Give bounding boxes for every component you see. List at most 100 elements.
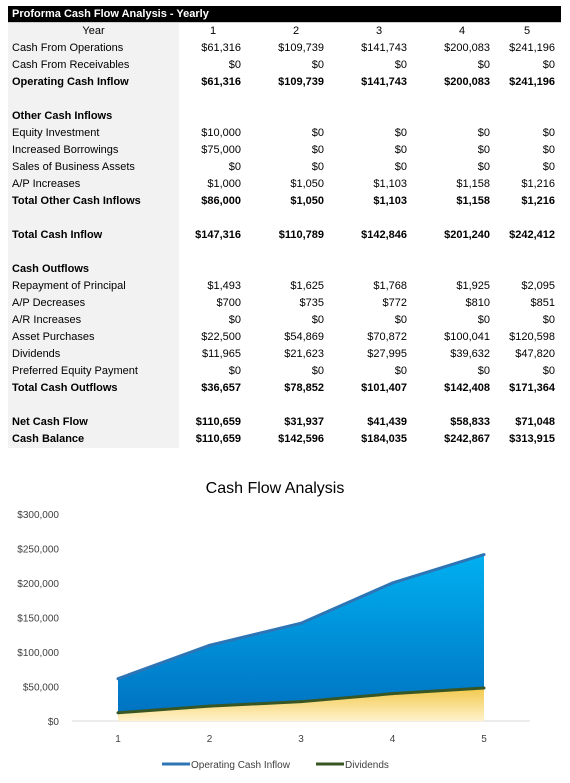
row-value-year-4: $39,632 bbox=[450, 348, 490, 360]
row-value-year-1: $0 bbox=[228, 59, 241, 71]
row-value-year-1: $700 bbox=[216, 297, 241, 309]
row-value-year-2: $109,739 bbox=[278, 42, 324, 54]
year-col-3: 3 bbox=[375, 25, 383, 37]
table-row bbox=[8, 210, 561, 227]
row-label: Other Cash Inflows bbox=[8, 108, 179, 125]
legend-label: Operating Cash Inflow bbox=[191, 760, 291, 771]
row-value-year-4: $0 bbox=[477, 314, 490, 326]
row-value-year-4: $1,158 bbox=[456, 178, 490, 190]
row-value-year-3: $27,995 bbox=[367, 348, 407, 360]
row-value-year-1: $61,316 bbox=[201, 42, 241, 54]
row-value-year-1: $22,500 bbox=[201, 331, 241, 343]
row-value-year-1: $0 bbox=[228, 161, 241, 173]
row-value-year-2: $109,739 bbox=[278, 76, 324, 88]
row-value-year-2: $1,050 bbox=[290, 195, 324, 207]
data-point bbox=[391, 581, 394, 585]
row-value-year-3: $0 bbox=[394, 144, 407, 156]
row-value-year-2: $0 bbox=[311, 365, 324, 377]
row-label: Repayment of Principal bbox=[8, 278, 179, 295]
table-row: Other Cash Inflows bbox=[8, 108, 561, 125]
row-value-year-2: $54,869 bbox=[284, 331, 324, 343]
cash-flow-chart: Cash Flow Analysis $0 $50,000 $100,000 $150… bbox=[17, 480, 530, 771]
row-value-year-1: $110,659 bbox=[195, 416, 241, 428]
row-label: Operating Cash Inflow bbox=[8, 74, 179, 91]
row-value-year-5: $241,196 bbox=[509, 76, 555, 88]
data-point bbox=[208, 704, 211, 708]
row-value-year-5: $47,820 bbox=[515, 348, 555, 360]
table-row: Preferred Equity Payment $0 $0 $0 $0 $0 bbox=[8, 363, 561, 380]
row-label bbox=[8, 91, 179, 108]
row-value-year-2: $21,623 bbox=[284, 348, 324, 360]
row-value-year-2: $0 bbox=[311, 161, 324, 173]
row-value-year-3: $0 bbox=[394, 127, 407, 139]
row-value-year-3: $772 bbox=[382, 297, 407, 309]
row-value-year-4: $0 bbox=[477, 365, 490, 377]
row-label: Cash From Operations bbox=[8, 40, 179, 57]
row-value-year-5: $0 bbox=[542, 365, 555, 377]
row-value-year-5: $2,095 bbox=[521, 280, 555, 292]
row-value-year-5: $171,364 bbox=[509, 382, 555, 394]
row-value-year-2: $0 bbox=[311, 59, 324, 71]
row-value-year-4: $58,833 bbox=[450, 416, 490, 428]
row-value-year-2: $735 bbox=[299, 297, 324, 309]
row-value-year-5: $242,412 bbox=[509, 229, 555, 241]
data-point bbox=[391, 692, 394, 696]
row-value-year-3: $70,872 bbox=[367, 331, 407, 343]
table-row: Cash Balance $110,659 $142,596 $184,035 $242… bbox=[8, 431, 561, 448]
table-row: Asset Purchases $22,500 $54,869 $70,872 $100… bbox=[8, 329, 561, 346]
data-point bbox=[482, 686, 486, 690]
row-value-year-3: $1,103 bbox=[373, 178, 407, 190]
series-area-2 bbox=[118, 688, 484, 721]
row-label: A/P Increases bbox=[8, 176, 179, 193]
row-value-year-4: $201,240 bbox=[444, 229, 490, 241]
row-value-year-3: $0 bbox=[394, 161, 407, 173]
row-value-year-5: $0 bbox=[542, 314, 555, 326]
row-label: Preferred Equity Payment bbox=[8, 363, 179, 380]
row-value-year-5: $120,598 bbox=[509, 331, 555, 343]
row-value-year-1: $1,493 bbox=[207, 280, 241, 292]
row-label: Cash Outflows bbox=[8, 261, 179, 278]
y-tick-label: $100,000 bbox=[17, 648, 59, 659]
row-value-year-1: $0 bbox=[228, 314, 241, 326]
row-value-year-5: $0 bbox=[542, 161, 555, 173]
row-label: Total Cash Inflow bbox=[8, 227, 179, 244]
data-point bbox=[299, 621, 303, 625]
y-tick-label: $250,000 bbox=[17, 545, 59, 556]
row-value-year-4: $100,041 bbox=[444, 331, 490, 343]
row-label: Equity Investment bbox=[8, 125, 179, 142]
row-label: Total Cash Outflows bbox=[8, 380, 179, 397]
row-value-year-5: $0 bbox=[542, 127, 555, 139]
row-value-year-3: $141,743 bbox=[361, 42, 407, 54]
x-tick-label: 4 bbox=[390, 734, 396, 745]
table-body: Cash From Operations $61,316 $109,739 $141,… bbox=[8, 40, 561, 448]
row-value-year-4: $1,925 bbox=[456, 280, 490, 292]
row-value-year-4: $200,083 bbox=[444, 42, 490, 54]
row-value-year-5: $71,048 bbox=[515, 416, 555, 428]
table-row: A/P Decreases $700 $735 $772 $810 $851 bbox=[8, 295, 561, 312]
table-row: A/P Increases $1,000 $1,050 $1,103 $1,158 $1,… bbox=[8, 176, 561, 193]
x-tick-label: 1 bbox=[115, 734, 121, 745]
row-label bbox=[8, 210, 179, 227]
year-label: Year bbox=[8, 23, 179, 40]
table-row bbox=[8, 91, 561, 108]
year-col-1: 1 bbox=[209, 25, 217, 37]
table-row: Cash From Operations $61,316 $109,739 $141,… bbox=[8, 40, 561, 57]
row-label bbox=[8, 397, 179, 414]
table-row bbox=[8, 244, 561, 261]
table-row: Sales of Business Assets $0 $0 $0 $0 $0 bbox=[8, 159, 561, 176]
y-tick-label: $150,000 bbox=[17, 614, 59, 625]
table-row: A/R Increases $0 $0 $0 $0 $0 bbox=[8, 312, 561, 329]
row-label: A/R Increases bbox=[8, 312, 179, 329]
row-label: Asset Purchases bbox=[8, 329, 179, 346]
row-value-year-4: $0 bbox=[477, 144, 490, 156]
x-tick-label: 2 bbox=[207, 734, 213, 745]
row-label: Sales of Business Assets bbox=[8, 159, 179, 176]
x-tick-label: 3 bbox=[298, 734, 304, 745]
plot-area bbox=[116, 553, 486, 721]
row-value-year-4: $0 bbox=[477, 127, 490, 139]
row-value-year-4: $142,408 bbox=[444, 382, 490, 394]
series-area-1 bbox=[118, 554, 484, 721]
y-tick-label: $200,000 bbox=[17, 579, 59, 590]
row-value-year-2: $110,789 bbox=[278, 229, 324, 241]
x-axis: 1 2 3 4 5 bbox=[72, 720, 530, 745]
